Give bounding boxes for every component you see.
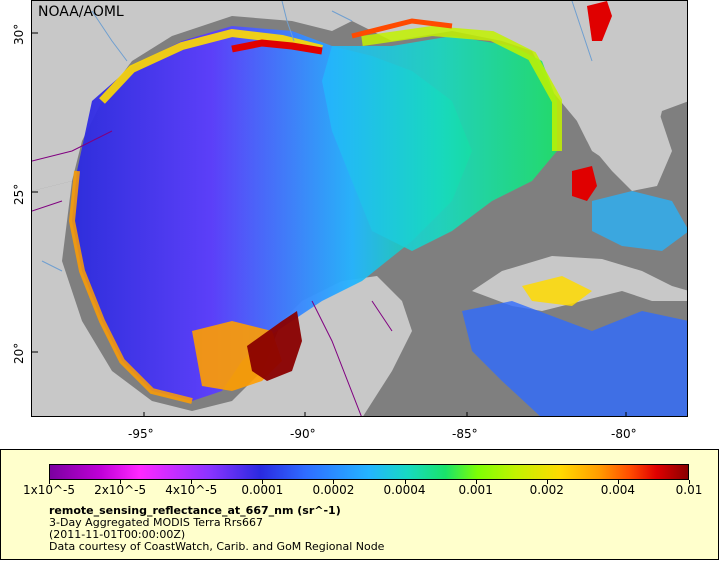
source-label: Data courtesy of CoastWatch, Carib. and … [49,540,385,553]
river [331,10,353,22]
colorbar-tick-label: 0.004 [600,483,636,497]
coastal-very-high-atlantic [587,1,612,41]
colorbar-tick-label: 1x10^-5 [22,483,76,497]
coastal-very-high-louisiana [231,39,323,55]
colorbar-tick-label: 4x10^-5 [165,483,218,497]
colorbar [49,464,689,480]
colorbar-tick-mark [546,480,548,484]
credit-label: NOAA/AOML [38,4,124,20]
cuba-landmass [472,256,687,311]
border [371,300,393,332]
variable-title: remote_sensing_reflectance_at_667_nm (sr… [49,504,341,517]
colorbar-tick-mark [191,480,193,484]
coastal-very-high-south-florida [572,166,597,201]
caribbean-reflectance [462,301,687,416]
coastal-high-north [99,28,323,104]
colorbar-tick-mark [617,480,619,484]
lon-label-90: -90° [290,427,316,441]
reflectance-map [32,1,687,416]
colorbar-tick-mark [49,480,50,484]
coastal-high-east [361,25,562,151]
border [311,300,362,416]
colorbar-tick-mark [262,480,264,484]
lon-label-80: -80° [611,427,637,441]
bahamas-reflectance [592,191,687,251]
product-label: 3-Day Aggregated MODIS Terra Rrs667 [49,516,263,529]
colorbar-tick-mark [689,480,690,484]
time-label: (2011-11-01T00:00:00Z) [49,528,186,541]
colorbar-tick-mark [475,480,477,484]
river [571,1,593,62]
colorbar-tick-label: 0.0002 [312,483,355,497]
colorbar-tick-mark [120,480,122,484]
colorbar-tick-mark [404,480,406,484]
colorbar-tick-label: 0.001 [458,483,493,497]
rivers [41,1,593,272]
map-area[interactable]: NOAA/AOML [31,0,688,417]
lat-label-30: 30° [12,23,26,45]
lat-label-25: 25° [12,183,26,205]
river [41,260,63,272]
border [32,130,113,162]
colorbar-tick-mark [333,480,335,484]
coastal-high-cuba [522,276,592,306]
colorbar-tick-label: 0.01 [675,483,703,497]
colorbar-tick-label: 0.002 [529,483,564,497]
coastal-high-west [68,170,193,404]
river [91,10,128,62]
coastal-very-high-yucatan [247,311,302,381]
river [281,1,295,42]
coastal-very-high-florida [351,18,453,39]
gulf-reflectance-east [322,36,557,251]
lon-label-95: -95° [128,427,154,441]
lon-label-85: -85° [452,427,478,441]
legend-panel: 1x10^-5 2x10^-5 4x10^-5 0.0001 0.0002 0.0004 0… [0,449,719,560]
mexico-landmass [32,181,412,416]
colorbar-tick-label: 0.0001 [241,483,284,497]
border [32,200,63,212]
florida-landmass [552,11,672,191]
political-borders [32,130,393,416]
lat-label-20: 20° [12,342,26,364]
colorbar-tick-label: 2x10^-5 [94,483,147,497]
colorbar-tick-label: 0.0004 [383,483,426,497]
axis-ticks [32,32,627,416]
